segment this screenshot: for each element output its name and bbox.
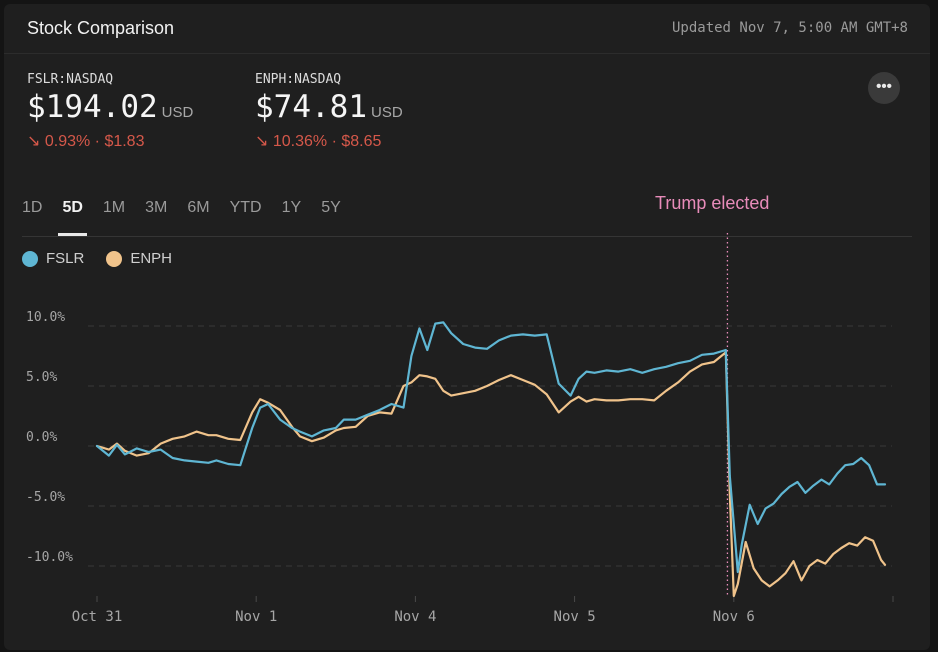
legend-swatch-fslr	[22, 250, 38, 267]
range-tab-5d[interactable]: 5D	[58, 199, 88, 237]
y-tick-label: -10.0%	[26, 550, 73, 565]
y-tick-label: -5.0%	[26, 490, 65, 505]
x-tick-label: Nov 1	[235, 609, 277, 625]
annotation-label: Trump elected	[655, 193, 770, 213]
y-tick-label: 0.0%	[26, 430, 57, 445]
x-tick-label: Oct 31	[72, 609, 123, 625]
header-divider	[4, 53, 930, 54]
quote-currency: USD	[370, 104, 403, 121]
quote-symbol: ENPH:NASDAQ	[255, 72, 342, 87]
x-tick-label: Nov 5	[554, 609, 596, 625]
legend-swatch-enph	[106, 250, 123, 267]
more-options-button[interactable]: •••	[868, 72, 900, 104]
updated-timestamp: Updated Nov 7, 5:00 AM GMT+8	[671, 20, 908, 36]
chart-legend: FSLR ENPH	[22, 250, 194, 267]
quote-currency: USD	[161, 104, 194, 121]
quote-price-row: $194.02 USD	[27, 89, 193, 125]
stock-comparison-card: Stock Comparison Updated Nov 7, 5:00 AM …	[4, 4, 930, 650]
range-tabs-divider	[22, 236, 912, 237]
quote-change: ↘ 10.36% · $8.65	[255, 133, 382, 150]
y-tick-label: 5.0%	[26, 370, 57, 385]
quote-price-row: $74.81 USD	[255, 89, 403, 125]
range-tab-3m[interactable]: 3M	[145, 199, 168, 216]
range-tab-1d[interactable]: 1D	[22, 199, 43, 216]
series-line-fslr	[95, 321, 887, 574]
quote-price: $74.81	[255, 89, 367, 125]
legend-item-enph[interactable]: ENPH	[106, 250, 172, 267]
quote-price: $194.02	[27, 89, 158, 125]
range-tab-1m[interactable]: 1M	[102, 199, 126, 216]
quote-enph: ENPH:NASDAQ $74.81 USD ↘ 10.36% · $8.65	[255, 72, 403, 151]
range-tab-5y[interactable]: 5Y	[321, 199, 341, 216]
quote-fslr: FSLR:NASDAQ $194.02 USD ↘ 0.93% · $1.83	[27, 72, 193, 151]
range-tab-6m[interactable]: 6M	[187, 199, 210, 216]
series-line-enph	[95, 351, 887, 598]
range-tab-ytd[interactable]: YTD	[229, 199, 262, 216]
quote-symbol: FSLR:NASDAQ	[27, 72, 114, 87]
card-title: Stock Comparison	[27, 18, 175, 38]
quote-change: ↘ 0.93% · $1.83	[27, 133, 145, 150]
y-tick-label: 10.0%	[26, 310, 65, 325]
x-tick-label: Nov 6	[713, 609, 755, 625]
legend-label-enph: ENPH	[130, 250, 173, 267]
legend-label-fslr: FSLR	[46, 250, 85, 267]
x-tick-label: Nov 4	[394, 609, 436, 625]
legend-item-fslr[interactable]: FSLR	[22, 250, 84, 267]
range-tab-1y[interactable]: 1Y	[281, 199, 302, 216]
time-range-tabs: 1D 5D 1M 3M 6M YTD 1Y 5Y	[22, 199, 361, 237]
